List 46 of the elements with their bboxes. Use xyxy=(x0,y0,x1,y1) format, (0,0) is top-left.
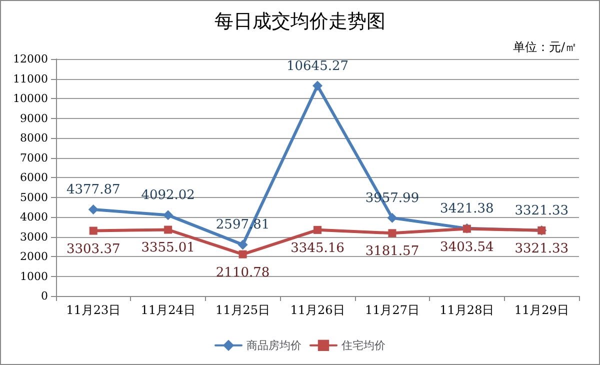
y-tick-label: 0 xyxy=(41,290,48,302)
x-tick-label: 11月23日 xyxy=(66,303,121,317)
data-label: 3321.33 xyxy=(514,241,569,256)
legend-label: 住宅均价 xyxy=(342,338,386,352)
y-tick-label: 7000 xyxy=(20,151,48,164)
data-label: 3421.38 xyxy=(440,201,494,216)
point xyxy=(89,226,98,235)
y-tick-label: 1000 xyxy=(20,270,48,283)
point xyxy=(387,212,398,223)
x-tick-label: 11月27日 xyxy=(364,303,420,317)
y-tick-label: 8000 xyxy=(20,132,48,144)
y-tick-label: 10000 xyxy=(13,92,48,105)
text: 单位：元/㎡ xyxy=(512,40,578,54)
point xyxy=(388,229,396,238)
legend-label: 商品房均价 xyxy=(246,338,302,352)
x-tick-label: 11月24日 xyxy=(140,303,196,317)
y-tick-label: 4000 xyxy=(20,210,48,224)
x-tick-label: 11月29日 xyxy=(514,303,569,317)
data-label: 3303.37 xyxy=(66,242,120,257)
data-label: 3321.33 xyxy=(514,203,569,218)
point xyxy=(238,240,248,250)
y-tick-label: 9000 xyxy=(20,112,48,125)
point xyxy=(312,80,322,91)
data-label: 4377.87 xyxy=(66,182,120,198)
point xyxy=(238,250,247,258)
data-label: 3345.16 xyxy=(290,240,344,256)
y-tick-label: 12000 xyxy=(13,52,48,66)
point xyxy=(164,226,172,234)
data-label: 4092.02 xyxy=(141,188,195,204)
point xyxy=(314,226,322,234)
y-tick-label: 11000 xyxy=(13,72,48,86)
point xyxy=(88,204,98,215)
data-label: 2110.78 xyxy=(216,265,270,280)
data-label: 10645.27 xyxy=(286,58,349,74)
x-tick-label: 11月28日 xyxy=(440,303,494,317)
data-label: 3355.01 xyxy=(141,240,195,256)
data-label: 3403.54 xyxy=(440,240,494,255)
chart-title: 每日成交均价走势图 xyxy=(214,10,386,32)
y-tick-label: 2000 xyxy=(20,250,48,263)
y-tick-label: 6000 xyxy=(20,171,48,184)
x-tick-label: 11月25日 xyxy=(216,303,270,317)
x-tick-label: 11月26日 xyxy=(290,303,345,317)
point xyxy=(163,210,174,220)
y-tick-label: 3000 xyxy=(20,230,48,244)
y-tick-label: 5000 xyxy=(20,190,48,204)
data-label: 3181.57 xyxy=(365,244,420,260)
